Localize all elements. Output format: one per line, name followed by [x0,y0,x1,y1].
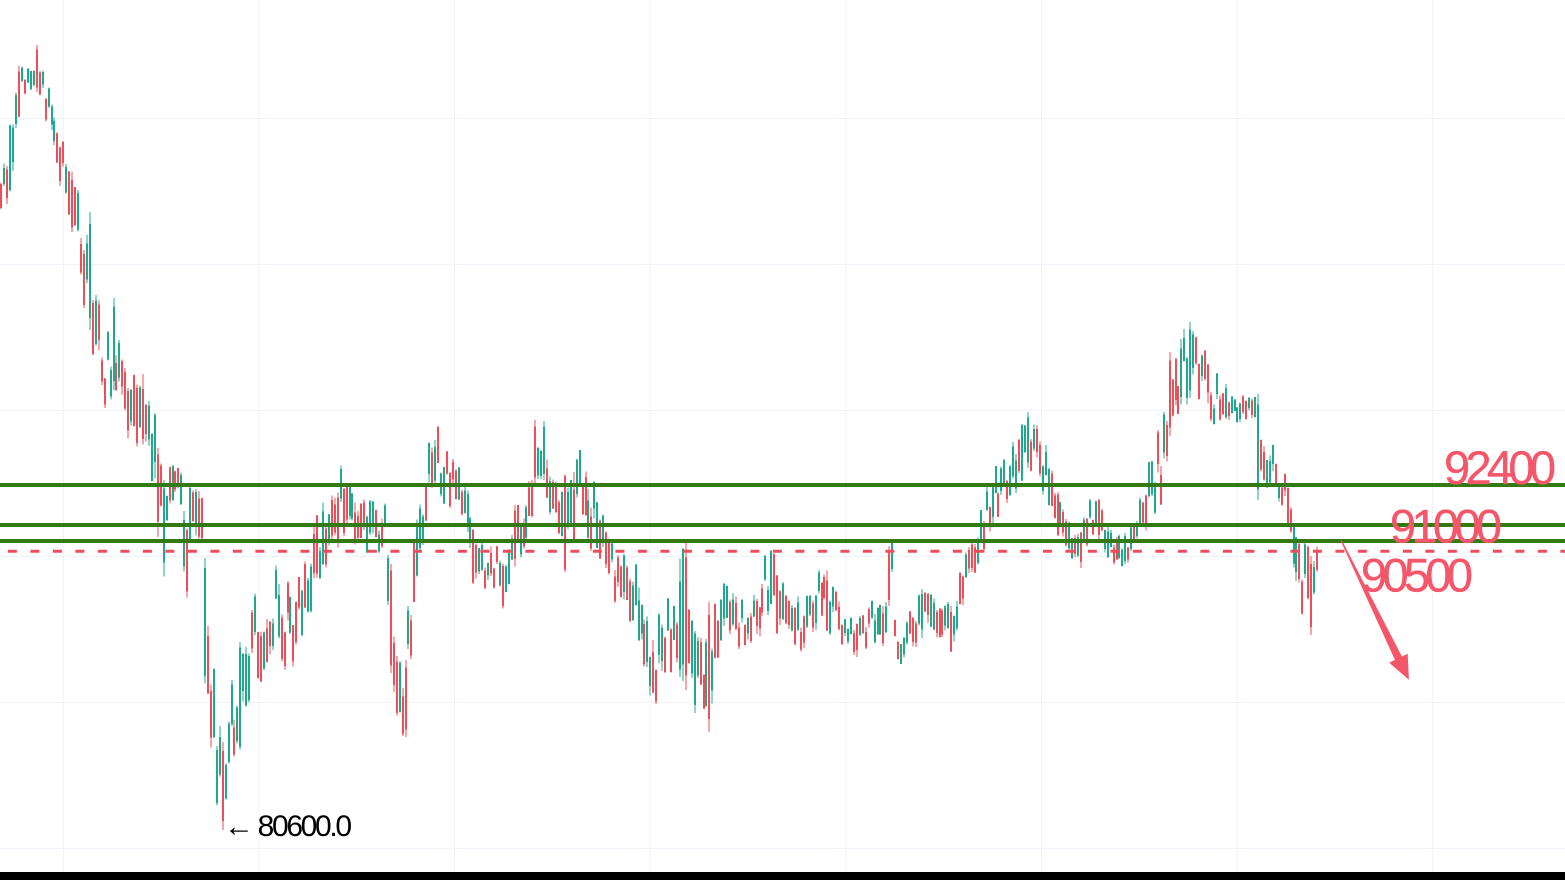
svg-text:91000: 91000 [1390,500,1502,553]
svg-text:92400: 92400 [1444,441,1556,494]
svg-text:90500: 90500 [1361,549,1473,602]
svg-text:← 80600.0: ← 80600.0 [224,810,352,843]
